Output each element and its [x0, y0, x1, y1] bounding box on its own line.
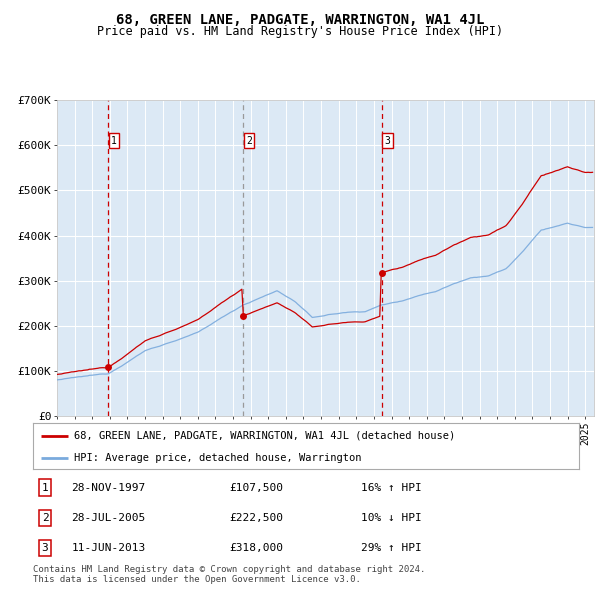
Text: £222,500: £222,500 [230, 513, 284, 523]
Text: 68, GREEN LANE, PADGATE, WARRINGTON, WA1 4JL: 68, GREEN LANE, PADGATE, WARRINGTON, WA1… [116, 13, 484, 27]
Text: 2: 2 [246, 136, 252, 146]
Text: 11-JUN-2013: 11-JUN-2013 [71, 543, 145, 553]
Text: £318,000: £318,000 [230, 543, 284, 553]
Text: HPI: Average price, detached house, Warrington: HPI: Average price, detached house, Warr… [74, 453, 361, 463]
Text: 3: 3 [41, 543, 49, 553]
Text: 28-NOV-1997: 28-NOV-1997 [71, 483, 145, 493]
Text: This data is licensed under the Open Government Licence v3.0.: This data is licensed under the Open Gov… [33, 575, 361, 584]
Text: 1: 1 [41, 483, 49, 493]
Text: 2: 2 [41, 513, 49, 523]
Text: 28-JUL-2005: 28-JUL-2005 [71, 513, 145, 523]
Text: 1: 1 [111, 136, 117, 146]
Text: 16% ↑ HPI: 16% ↑ HPI [361, 483, 421, 493]
Text: 29% ↑ HPI: 29% ↑ HPI [361, 543, 421, 553]
Text: 68, GREEN LANE, PADGATE, WARRINGTON, WA1 4JL (detached house): 68, GREEN LANE, PADGATE, WARRINGTON, WA1… [74, 431, 455, 441]
Text: 10% ↓ HPI: 10% ↓ HPI [361, 513, 421, 523]
Text: £107,500: £107,500 [230, 483, 284, 493]
Text: Contains HM Land Registry data © Crown copyright and database right 2024.: Contains HM Land Registry data © Crown c… [33, 565, 425, 574]
Text: Price paid vs. HM Land Registry's House Price Index (HPI): Price paid vs. HM Land Registry's House … [97, 25, 503, 38]
Text: 3: 3 [385, 136, 390, 146]
